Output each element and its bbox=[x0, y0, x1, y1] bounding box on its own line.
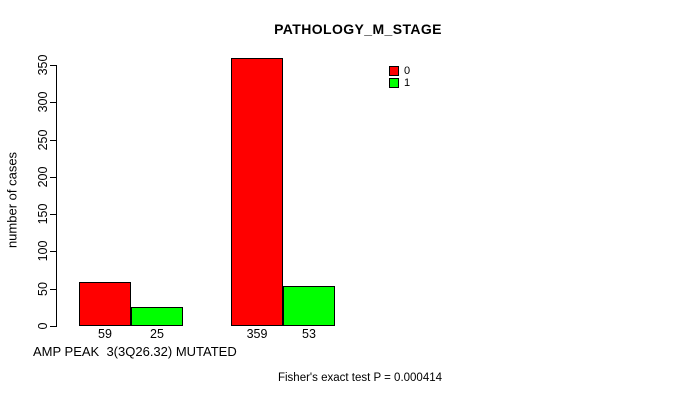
y-tick-label: 200 bbox=[36, 166, 50, 188]
legend-entry-1: 1 bbox=[389, 77, 411, 89]
y-tick-mark bbox=[50, 140, 57, 141]
bar-value-label: 53 bbox=[302, 327, 316, 341]
y-tick-label: 50 bbox=[36, 282, 50, 296]
bar-series-0-group-2 bbox=[231, 58, 283, 326]
y-axis-line bbox=[56, 65, 57, 327]
y-tick-label: 250 bbox=[36, 129, 50, 151]
y-tick-mark bbox=[50, 65, 57, 66]
y-tick-label: 100 bbox=[36, 240, 50, 262]
y-tick-mark bbox=[50, 177, 57, 178]
y-tick-mark bbox=[50, 326, 57, 327]
y-tick-label: 150 bbox=[36, 203, 50, 225]
bar-series-1-group-1 bbox=[131, 307, 183, 326]
x-axis-label: AMP PEAK 3(3Q26.32) MUTATED bbox=[33, 344, 237, 359]
bar-series-1-group-2 bbox=[283, 286, 335, 326]
legend-entry-0: 0 bbox=[389, 65, 411, 77]
bar-value-label: 359 bbox=[246, 327, 268, 341]
legend-swatch-icon bbox=[389, 66, 399, 76]
y-tick-mark bbox=[50, 289, 57, 290]
stat-annotation: Fisher's exact test P = 0.000414 bbox=[277, 372, 443, 384]
bar-value-label: 25 bbox=[150, 327, 164, 341]
bar-series-0-group-1 bbox=[79, 282, 131, 326]
y-tick-mark bbox=[50, 251, 57, 252]
y-tick-label: 300 bbox=[36, 91, 50, 113]
legend-label: 1 bbox=[404, 77, 411, 89]
y-tick-label: 0 bbox=[36, 322, 50, 330]
bar-value-label: 59 bbox=[98, 327, 112, 341]
chart-title: PATHOLOGY_M_STAGE bbox=[274, 21, 442, 37]
legend-swatch-icon bbox=[389, 78, 399, 88]
y-tick-mark bbox=[50, 214, 57, 215]
y-tick-mark bbox=[50, 102, 57, 103]
legend-label: 0 bbox=[404, 65, 411, 77]
y-tick-label: 350 bbox=[36, 54, 50, 76]
